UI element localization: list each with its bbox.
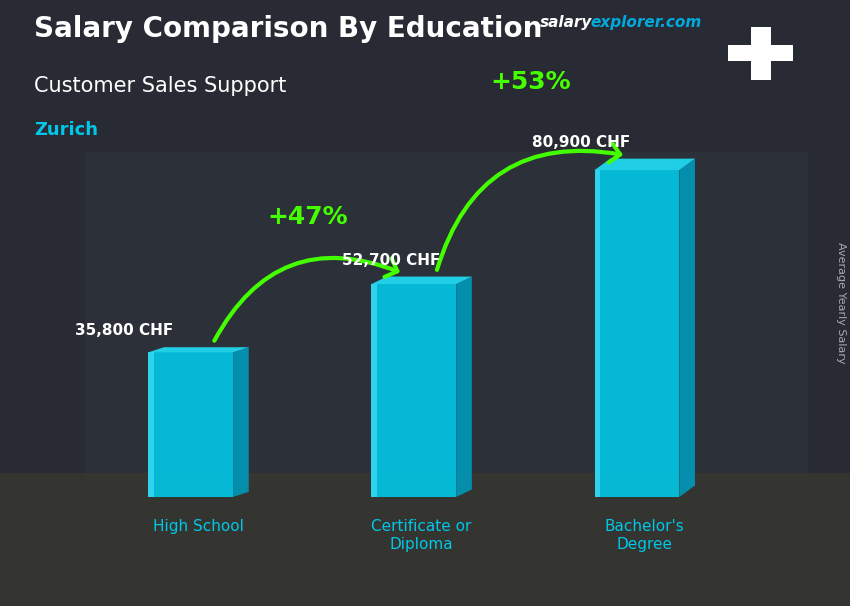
Text: 80,900 CHF: 80,900 CHF <box>532 135 631 150</box>
Text: Certificate or
Diploma: Certificate or Diploma <box>371 519 472 551</box>
Text: +47%: +47% <box>268 205 348 228</box>
Polygon shape <box>233 347 249 497</box>
Polygon shape <box>456 276 472 497</box>
Text: Average Yearly Salary: Average Yearly Salary <box>836 242 846 364</box>
FancyArrowPatch shape <box>437 143 620 270</box>
Text: Customer Sales Support: Customer Sales Support <box>34 76 286 96</box>
Polygon shape <box>595 170 600 497</box>
Text: explorer.com: explorer.com <box>591 15 702 30</box>
Text: Bachelor's
Degree: Bachelor's Degree <box>605 519 684 551</box>
Polygon shape <box>595 170 679 497</box>
Polygon shape <box>148 347 249 352</box>
Text: Salary Comparison By Education: Salary Comparison By Education <box>34 15 542 43</box>
Polygon shape <box>679 159 695 497</box>
Polygon shape <box>148 352 233 497</box>
Polygon shape <box>371 284 456 497</box>
Text: +53%: +53% <box>490 70 571 94</box>
Text: Zurich: Zurich <box>34 121 98 139</box>
Text: salary: salary <box>540 15 592 30</box>
Polygon shape <box>371 284 377 497</box>
Text: 52,700 CHF: 52,700 CHF <box>343 253 440 268</box>
Polygon shape <box>595 159 695 170</box>
Bar <box>751 27 771 79</box>
Text: High School: High School <box>153 519 244 534</box>
Polygon shape <box>371 276 472 284</box>
Polygon shape <box>148 352 154 497</box>
Bar <box>0 473 850 606</box>
Text: 35,800 CHF: 35,800 CHF <box>75 324 173 338</box>
Bar <box>728 45 793 61</box>
Bar <box>85 152 808 485</box>
FancyArrowPatch shape <box>214 258 397 341</box>
